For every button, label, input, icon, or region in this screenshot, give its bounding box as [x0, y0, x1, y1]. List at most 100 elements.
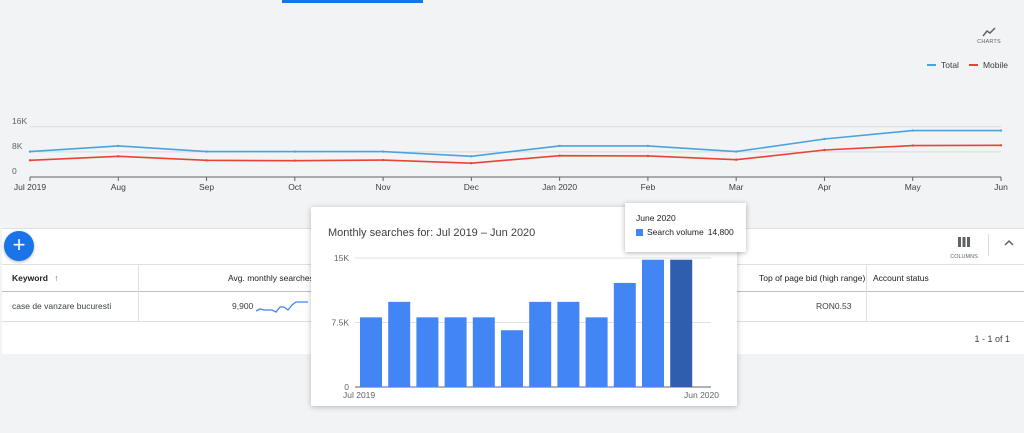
- x-tick-label: Jun: [994, 182, 1008, 192]
- x-tick-label: Jun 2020: [684, 390, 719, 400]
- header-account-status[interactable]: Account status: [873, 273, 929, 283]
- legend-item-mobile: Mobile: [968, 60, 1008, 70]
- data-point-total: [734, 150, 738, 153]
- tooltip-swatch: [636, 228, 643, 236]
- sparkline[interactable]: [256, 300, 312, 314]
- tooltip-month: June 2020: [636, 213, 676, 223]
- bar-4[interactable]: [472, 317, 495, 387]
- data-point-mobile: [823, 148, 826, 152]
- x-tick-label: Jan 2020: [542, 182, 577, 192]
- data-point-mobile: [381, 158, 385, 162]
- y-tick-label: 15K: [334, 253, 349, 263]
- active-tab-indicator: [282, 0, 423, 3]
- header-keyword-label: Keyword: [12, 273, 48, 283]
- charts-button[interactable]: CHARTS: [974, 27, 1004, 45]
- data-point-mobile: [470, 161, 473, 165]
- data-point-mobile: [28, 159, 32, 162]
- data-point-total: [205, 150, 208, 153]
- legend-label-total: Total: [940, 60, 959, 70]
- bar-0[interactable]: [360, 317, 382, 387]
- chart-legend: Total Mobile: [926, 60, 1008, 70]
- bar-10[interactable]: [642, 259, 664, 387]
- y-tick-label: 16K: [12, 116, 27, 126]
- series-line-mobile: [29, 144, 1002, 164]
- bar-11[interactable]: [670, 259, 693, 387]
- columns-button-label: COLUMNS: [950, 254, 978, 260]
- data-point-total: [999, 129, 1003, 132]
- keyword-cell[interactable]: case de vanzare bucuresti: [12, 301, 112, 311]
- data-point-total: [28, 150, 32, 153]
- data-point-total: [293, 150, 297, 153]
- x-tick-label: Jul 2019: [343, 390, 375, 400]
- x-tick-label: Mar: [729, 182, 744, 192]
- column-divider: [866, 265, 867, 292]
- series-line-total: [29, 129, 1001, 158]
- chevron-up-icon: [1004, 239, 1014, 246]
- charts-button-label: CHARTS: [977, 39, 1001, 45]
- x-tick-label: May: [905, 182, 922, 192]
- data-point-mobile: [205, 159, 208, 162]
- x-tick-label: Feb: [641, 182, 656, 192]
- column-divider: [138, 292, 139, 321]
- data-point-mobile: [117, 155, 120, 158]
- bar-7[interactable]: [557, 301, 580, 387]
- avg-monthly-cell: 9,900: [232, 301, 254, 311]
- columns-icon: [958, 237, 970, 247]
- x-tick-label: Sep: [199, 182, 214, 192]
- header-keyword[interactable]: Keyword ↑: [12, 265, 59, 292]
- data-point-mobile: [734, 158, 738, 161]
- y-tick-label: 7.5K: [332, 318, 350, 328]
- trend-chart-area: [0, 4, 1024, 226]
- toolbar-divider: [988, 234, 989, 256]
- data-point-total: [117, 144, 120, 148]
- trend-line-icon: [982, 27, 996, 37]
- legend-swatch-mobile: [968, 64, 978, 66]
- x-tick-label: Jul 2019: [14, 182, 46, 192]
- data-point-total: [470, 155, 473, 158]
- top-bid-high-cell: RON0.53: [816, 301, 852, 311]
- plus-icon: +: [12, 232, 26, 257]
- bar-6[interactable]: [529, 301, 552, 387]
- data-point-total: [558, 144, 561, 148]
- data-point-mobile: [999, 144, 1003, 147]
- tooltip-value-row: Search volume 14,800: [636, 227, 746, 237]
- data-point-mobile: [911, 144, 914, 147]
- legend-item-total: Total: [926, 60, 959, 70]
- legend-label-mobile: Mobile: [982, 60, 1008, 70]
- tooltip-value: 14,800: [707, 227, 734, 237]
- y-tick-label: 8K: [12, 141, 23, 151]
- data-point-total: [823, 137, 826, 141]
- y-tick-label: 0: [12, 166, 17, 176]
- x-tick-label: Nov: [376, 182, 392, 192]
- legend-swatch-total: [926, 64, 936, 66]
- x-tick-label: Aug: [111, 182, 126, 192]
- trend-line-chart: 16K 8K 0 Jul 2019 Aug Sep Oct Nov Dec Jan 2020 Feb…: [12, 116, 1008, 192]
- data-point-total: [381, 150, 385, 153]
- header-top-bid-high[interactable]: Top of page bid (high range): [759, 273, 866, 283]
- column-divider: [866, 292, 867, 321]
- bar-1[interactable]: [388, 301, 411, 387]
- x-tick-label: Dec: [464, 182, 480, 192]
- bar-tooltip: June 2020 Search volume 14,800: [625, 203, 746, 252]
- collapse-button[interactable]: [1002, 236, 1016, 250]
- data-point-mobile: [558, 154, 561, 157]
- x-tick-label: Oct: [288, 182, 302, 192]
- tooltip-label: Search volume: [647, 227, 704, 237]
- x-tick-label: Apr: [818, 182, 831, 192]
- data-point-total: [646, 144, 650, 148]
- data-point-total: [911, 129, 914, 132]
- data-point-mobile: [646, 154, 650, 158]
- data-point-mobile: [293, 159, 297, 162]
- bar-2[interactable]: [416, 317, 439, 387]
- bar-9[interactable]: [613, 282, 636, 387]
- bar-8[interactable]: [585, 317, 608, 387]
- add-button[interactable]: +: [4, 231, 34, 261]
- bar-3[interactable]: [444, 317, 467, 387]
- y-tick-label: 0: [344, 382, 349, 392]
- bar-5[interactable]: [501, 330, 523, 387]
- header-avg-monthly[interactable]: Avg. monthly searches: [228, 273, 314, 283]
- popup-title: Monthly searches for: Jul 2019 – Jun 202…: [328, 227, 536, 239]
- columns-button[interactable]: COLUMNS: [950, 234, 978, 260]
- sort-arrow-up-icon: ↑: [54, 273, 59, 283]
